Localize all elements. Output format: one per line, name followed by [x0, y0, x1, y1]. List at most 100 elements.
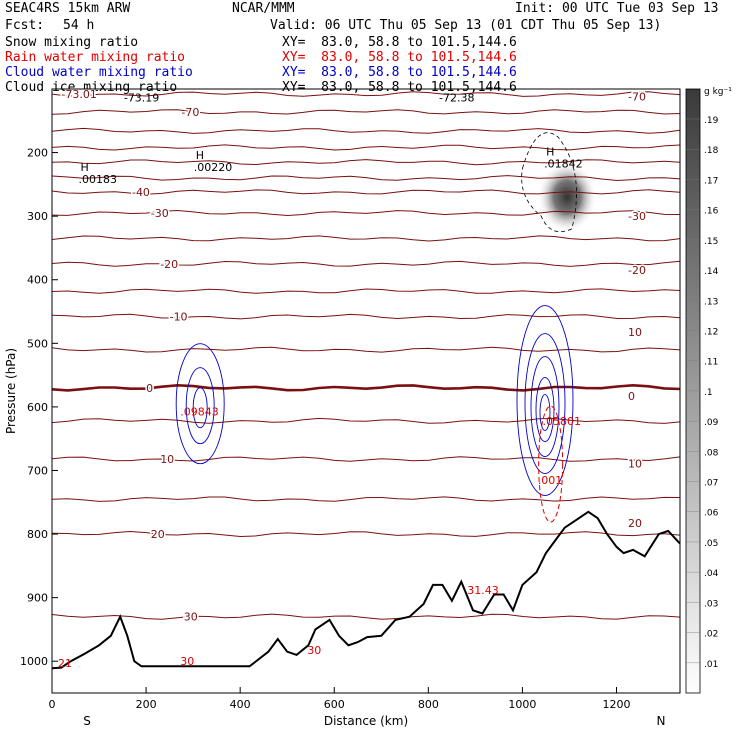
isotherm-label: -40 [132, 186, 150, 199]
forecast-label: Fcst: [5, 18, 45, 33]
isotherm-line [52, 260, 680, 267]
colorbar-tick-label: .02 [704, 630, 718, 640]
colorbar-tick-label: .19 [704, 116, 719, 126]
y-tick-label: 700 [27, 464, 48, 477]
annotation-label: .001 [538, 474, 563, 487]
x-end-label-left: S [83, 714, 91, 728]
forecast-hour: 54 h [63, 18, 95, 33]
maximum-label: .00183 [78, 173, 117, 186]
isotherm-line [52, 530, 680, 538]
annotation-label: -72.38 [439, 91, 474, 104]
isotherm-label: -30 [151, 207, 169, 220]
cloud-ice-contour [521, 132, 577, 233]
isotherm-line [52, 313, 680, 320]
isotherm-line [52, 288, 680, 294]
colorbar-tick-label: .09 [704, 418, 719, 428]
annotation-label: 30 [307, 644, 321, 657]
y-tick-label: 900 [27, 592, 48, 605]
cloud-water-contour [185, 367, 215, 445]
x-tick-label: 200 [136, 698, 157, 711]
colorbar-tick-label: .13 [704, 297, 718, 307]
cloud-water-contour [524, 333, 566, 474]
cloud-water-contour [539, 394, 551, 431]
y-axis-label: Pressure (hPa) [4, 348, 18, 434]
isotherm-line [52, 456, 680, 462]
isotherm-label: -20 [628, 264, 646, 277]
colorbar-tick-label: .11 [704, 358, 718, 368]
y-tick-label: 500 [27, 337, 48, 350]
field-xy-cloud-ice: XY= 83.0, 58.8 to 101.5,144.6 [282, 80, 517, 95]
isotherm-label: 10 [628, 457, 642, 470]
isotherm-line [52, 127, 680, 134]
isotherm-line [52, 189, 680, 195]
colorbar-tick-label: .14 [704, 267, 719, 277]
isotherm-label: 20 [151, 528, 165, 541]
isotherm-label: 10 [160, 453, 174, 466]
annotation-label: .09843 [180, 405, 219, 418]
x-tick-label: 600 [324, 698, 345, 711]
field-name-cloud-ice: Cloud ice mixing ratio [5, 80, 178, 95]
y-tick-label: 800 [27, 528, 48, 541]
isotherm-label: 0 [628, 390, 635, 403]
annotation-label: 31.43 [467, 584, 499, 597]
annotation-label: 30 [180, 655, 194, 668]
isotherm-line [52, 417, 680, 424]
maximum-label: .00220 [194, 161, 233, 174]
terrain-line [52, 510, 680, 670]
isotherm-line [52, 235, 680, 242]
field-name-snow: Snow mixing ratio [5, 35, 139, 50]
y-tick-label: 600 [27, 401, 48, 414]
isotherm-line [52, 91, 680, 97]
annotation-label: -73.19 [124, 91, 159, 104]
isotherm-label: -10 [170, 311, 188, 324]
colorbar-tick-label: .15 [704, 237, 718, 247]
colorbar-tick-label: .04 [704, 569, 719, 579]
isotherm-line [52, 159, 680, 166]
colorbar-tick-label: .07 [704, 479, 718, 489]
isotherm-line [52, 613, 680, 620]
maximum-label: .01842 [544, 157, 583, 170]
x-end-label-right: N [657, 714, 666, 728]
isotherm-line [52, 383, 680, 392]
colorbar-unit: g kg⁻¹ [704, 87, 732, 97]
colorbar-tick-label: .08 [704, 448, 719, 458]
maximum-marker: H [546, 145, 554, 158]
x-tick-label: 1200 [602, 698, 630, 711]
y-tick-label: 200 [27, 147, 48, 160]
isotherm-line [52, 496, 680, 502]
isotherm-line [52, 346, 680, 353]
isotherm-line [52, 209, 680, 217]
x-tick-label: 800 [418, 698, 439, 711]
field-name-cloud-water: Cloud water mixing ratio [5, 65, 193, 80]
field-xy-cloud-water: XY= 83.0, 58.8 to 101.5,144.6 [282, 65, 517, 80]
snow-max-shading [537, 161, 598, 234]
field-xy-snow: XY= 83.0, 58.8 to 101.5,144.6 [282, 35, 517, 50]
y-tick-label: 1000 [20, 655, 48, 668]
colorbar-tick-label: .17 [704, 176, 718, 186]
colorbar-tick-label: .03 [704, 599, 718, 609]
cloud-water-contour [535, 377, 555, 442]
colorbar-tick-label: .05 [704, 539, 718, 549]
isotherm-label: 10 [628, 326, 642, 339]
colorbar-tick-label: .18 [704, 146, 719, 156]
colorbar-tick-label: .12 [704, 327, 718, 337]
x-axis-label: Distance (km) [324, 714, 408, 728]
y-tick-label: 400 [27, 274, 48, 287]
isotherm-label: -30 [628, 210, 646, 223]
field-name-rain: Rain water mixing ratio [5, 50, 186, 65]
isotherm-label: -20 [160, 258, 178, 271]
isotherm-label: -70 [181, 106, 199, 119]
x-tick-label: 400 [230, 698, 251, 711]
valid-time: Valid: 06 UTC Thu 05 Sep 13 (01 CDT Thu … [270, 18, 662, 33]
maximum-marker: H [80, 161, 88, 174]
field-xy-rain: XY= 83.0, 58.8 to 101.5,144.6 [282, 50, 517, 65]
cloud-water-contour [516, 305, 574, 496]
colorbar-tick-label: .16 [704, 207, 719, 217]
org-label: NCAR/MMM [232, 1, 295, 16]
colorbar-tick-label: .01 [704, 660, 718, 670]
maximum-marker: H [196, 149, 204, 162]
isotherm-line [52, 144, 680, 151]
isotherm-label: -70 [628, 91, 646, 104]
x-tick-label: 1000 [508, 698, 536, 711]
